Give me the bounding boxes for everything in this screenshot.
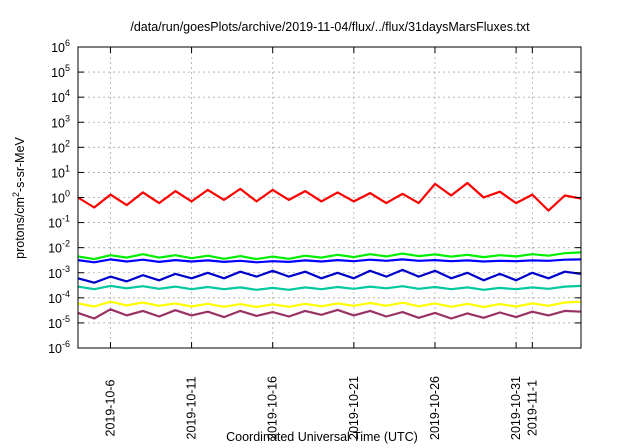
x-tick-label: 2019-10-31 [509, 376, 523, 440]
series-line-1 [77, 181, 582, 212]
y-tick-label: 103 [51, 113, 70, 130]
x-tick-label: 2019-10-6 [103, 379, 117, 436]
series-line-7 [77, 308, 582, 320]
y-tick-label: 10-4 [48, 289, 70, 306]
x-tick-label: 2019-10-11 [185, 376, 199, 439]
y-tick-labels: 10-6 10-5 10-4 10-3 10-2 10-1 100 101 102 103 104 1… [48, 38, 70, 356]
y-tick-label: 102 [51, 138, 70, 155]
series-line-6 [77, 300, 582, 309]
x-tick-label: 2019-10-21 [347, 376, 361, 440]
y-tick-label: 105 [51, 63, 70, 80]
y-tick-label: 101 [51, 163, 70, 180]
x-tick-label: 2019-11-1 [525, 380, 539, 436]
y-tick-label: 10-2 [48, 239, 70, 256]
tick-marks [78, 46, 581, 349]
x-axis-label: Coordinated Universal Time (UTC) [226, 430, 418, 444]
y-tick-label: 10-5 [48, 314, 70, 331]
y-tick-label: 10-3 [48, 264, 70, 281]
grid-lines [78, 47, 581, 348]
x-tick-label: 2019-10-26 [428, 376, 442, 440]
x-tick-labels: 2019-10-6 2019-10-11 2019-10-16 2019-10-21 2… [103, 376, 539, 440]
series-line-4 [77, 268, 582, 284]
y-tick-label: 104 [51, 88, 70, 105]
chart-title: /data/run/goesPlots/archive/2019-11-04/f… [130, 20, 530, 34]
y-axis-label: protons/cm2-s-sr-MeV [11, 136, 27, 258]
y-tick-label: 106 [51, 38, 70, 55]
y-tick-label: 100 [51, 189, 70, 206]
series-line-5 [77, 284, 582, 291]
y-tick-label: 10-6 [48, 339, 70, 356]
series-layer [77, 181, 582, 320]
series-line-2 [77, 251, 582, 261]
series-line-3 [77, 258, 582, 264]
x-tick-label: 2019-10-16 [266, 376, 280, 440]
y-tick-label: 10-1 [48, 214, 70, 231]
